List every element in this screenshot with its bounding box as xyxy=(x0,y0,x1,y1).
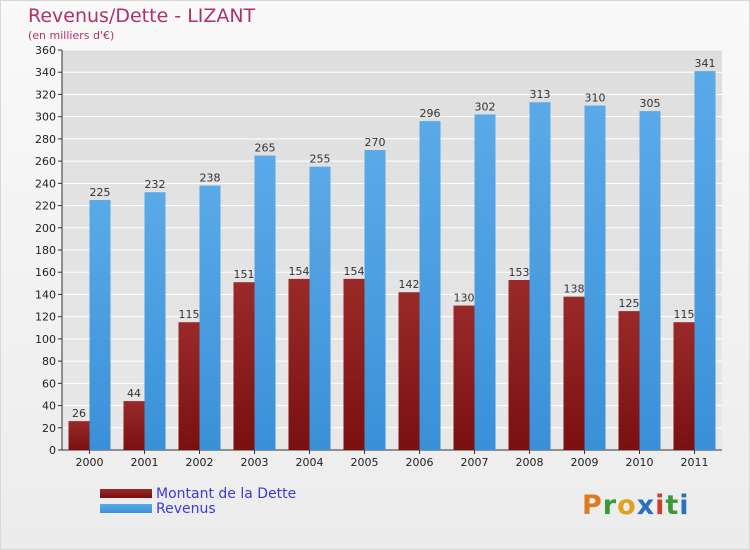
y-tick-label: 320 xyxy=(35,88,56,101)
y-tick-label: 100 xyxy=(35,333,56,346)
bar-revenue xyxy=(639,111,661,450)
legend: Montant de la Dette Revenus xyxy=(100,485,297,517)
y-tick-label: 280 xyxy=(35,133,56,146)
logo-letter: i xyxy=(655,490,666,521)
y-tick-label: 20 xyxy=(42,422,56,435)
y-tick-label: 40 xyxy=(42,400,56,413)
bar-debt xyxy=(178,322,200,450)
bar-debt xyxy=(343,278,365,450)
bar-debt xyxy=(233,282,255,450)
bar-debt xyxy=(618,311,640,450)
x-tick-label: 2003 xyxy=(241,456,269,469)
bar-revenue xyxy=(89,200,111,450)
data-label-debt: 115 xyxy=(674,308,695,321)
x-tick-label: 2005 xyxy=(351,456,379,469)
bar-debt xyxy=(288,278,310,450)
data-label-revenue: 302 xyxy=(475,100,496,113)
data-label-debt: 125 xyxy=(619,297,640,310)
y-tick-label: 220 xyxy=(35,200,56,213)
chart-subtitle: (en milliers d'€) xyxy=(28,29,115,42)
legend-item-revenue: Revenus xyxy=(100,500,296,517)
data-label-revenue: 313 xyxy=(530,88,551,101)
proxiti-logo: Proxiti xyxy=(582,490,690,521)
bar-debt xyxy=(508,280,530,450)
data-label-debt: 154 xyxy=(289,265,310,278)
data-label-revenue: 270 xyxy=(365,136,386,149)
x-tick-label: 2008 xyxy=(516,456,544,469)
bar-revenue xyxy=(199,185,221,451)
bar-debt xyxy=(123,401,145,450)
y-tick-label: 260 xyxy=(35,155,56,168)
data-label-debt: 153 xyxy=(509,266,530,279)
logo-letter: o xyxy=(617,490,637,521)
data-label-debt: 138 xyxy=(564,283,585,296)
bar-debt xyxy=(453,305,475,450)
data-label-revenue: 238 xyxy=(200,172,221,185)
x-tick-label: 2000 xyxy=(76,456,104,469)
bar-revenue xyxy=(474,114,496,450)
logo-letter: x xyxy=(636,490,656,521)
data-label-revenue: 341 xyxy=(695,57,716,70)
y-tick-label: 80 xyxy=(42,355,56,368)
y-tick-label: 60 xyxy=(42,377,56,390)
x-tick-label: 2004 xyxy=(296,456,324,469)
chart-title: Revenus/Dette - LIZANT xyxy=(28,5,256,27)
data-label-debt: 130 xyxy=(454,292,475,305)
y-tick-label: 300 xyxy=(35,111,56,124)
legend-label-revenue: Revenus xyxy=(156,500,216,517)
data-label-debt: 44 xyxy=(127,387,141,400)
legend-label-debt: Montant de la Dette xyxy=(156,485,297,502)
data-label-revenue: 296 xyxy=(420,107,441,120)
data-label-debt: 26 xyxy=(72,407,86,420)
y-tick-label: 0 xyxy=(49,444,56,457)
y-tick-label: 200 xyxy=(35,222,56,235)
y-tick-label: 340 xyxy=(35,66,56,79)
data-label-revenue: 265 xyxy=(255,142,276,155)
y-tick-label: 360 xyxy=(35,44,56,57)
data-label-debt: 115 xyxy=(179,308,200,321)
bar-revenue xyxy=(694,71,716,450)
x-tick-label: 2001 xyxy=(131,456,159,469)
bar-debt xyxy=(398,292,420,450)
logo-letter: i xyxy=(679,490,690,521)
y-tick-label: 120 xyxy=(35,311,56,324)
bar-revenue xyxy=(144,192,166,450)
x-tick-label: 2006 xyxy=(406,456,434,469)
legend-swatch-revenue xyxy=(100,504,152,513)
logo-letter: t xyxy=(665,490,680,521)
y-tick-label: 160 xyxy=(35,266,56,279)
bar-revenue xyxy=(529,102,551,450)
data-label-debt: 154 xyxy=(344,265,365,278)
data-label-revenue: 310 xyxy=(585,92,606,105)
y-tick-label: 180 xyxy=(35,244,56,257)
bar-revenue xyxy=(584,105,606,451)
y-tick-label: 140 xyxy=(35,288,56,301)
data-label-debt: 151 xyxy=(234,268,255,281)
x-tick-label: 2002 xyxy=(186,456,214,469)
bar-revenue xyxy=(364,150,386,450)
x-tick-label: 2009 xyxy=(571,456,599,469)
x-tick-label: 2007 xyxy=(461,456,489,469)
legend-item-debt: Montant de la Dette xyxy=(100,485,297,502)
bar-debt xyxy=(68,421,90,450)
bar-debt xyxy=(563,296,585,450)
data-label-debt: 142 xyxy=(399,278,420,291)
data-label-revenue: 232 xyxy=(145,178,166,191)
bar-debt xyxy=(673,322,695,450)
x-tick-label: 2011 xyxy=(681,456,709,469)
bar-revenue xyxy=(254,155,276,451)
logo-letter: P xyxy=(582,490,603,521)
x-tick-label: 2010 xyxy=(626,456,654,469)
y-tick-label: 240 xyxy=(35,177,56,190)
data-label-revenue: 255 xyxy=(310,153,331,166)
data-label-revenue: 305 xyxy=(640,97,661,110)
data-label-revenue: 225 xyxy=(90,186,111,199)
logo-letter: r xyxy=(602,490,618,521)
bar-revenue xyxy=(419,121,441,450)
legend-swatch-debt xyxy=(100,489,152,498)
bar-revenue xyxy=(309,166,331,450)
